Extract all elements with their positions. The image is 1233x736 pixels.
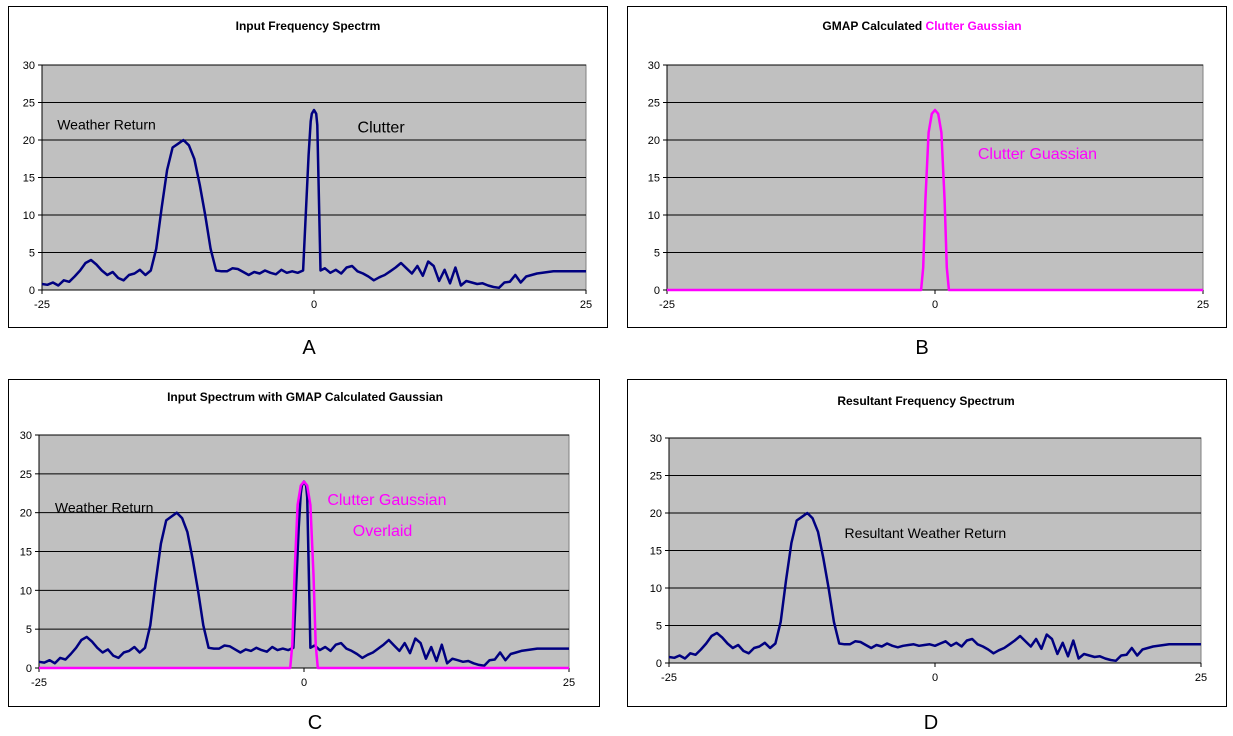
chart-annotation: Weather Return [57, 117, 156, 133]
series-line-resultant [668, 511, 1201, 663]
y-tick-label: 25 [20, 469, 32, 481]
x-tick-label: 25 [1197, 299, 1209, 311]
panel-caption-a: A [302, 337, 316, 359]
y-tick-label: 20 [648, 135, 660, 147]
chart-title-part: Resultant Frequency Spectrum [837, 394, 1014, 408]
y-tick-label: 30 [648, 60, 660, 72]
y-tick-label: 0 [26, 663, 32, 675]
x-tick-label: -25 [661, 672, 677, 684]
x-tick-label: 25 [563, 677, 575, 689]
y-tick-label: 20 [650, 508, 662, 520]
panel-caption-c: C [307, 712, 323, 734]
y-tick-label: 10 [648, 210, 660, 222]
x-tick-label: 0 [932, 672, 938, 684]
chart-title: Input Spectrum with GMAP Calculated Gaus… [167, 390, 443, 404]
y-tick-label: 30 [20, 430, 32, 442]
y-tick-label: 10 [23, 210, 35, 222]
chart-annotation: Weather Return [55, 500, 154, 516]
y-tick-label: 15 [650, 546, 662, 558]
y-tick-label: 0 [656, 658, 662, 670]
x-tick-label: -25 [31, 677, 47, 689]
y-tick-label: 20 [20, 508, 32, 520]
y-tick-label: 25 [650, 471, 662, 483]
y-tick-label: 5 [26, 624, 32, 636]
y-tick-label: 25 [648, 98, 660, 110]
series-line-gaussian [39, 480, 569, 670]
chart-annotation: Clutter Guassian [978, 146, 1097, 163]
x-tick-label: 25 [580, 299, 592, 311]
chart-annotation: Resultant Weather Return [845, 525, 1007, 541]
y-tick-label: 10 [650, 583, 662, 595]
series-line-input [41, 108, 586, 290]
chart-annotation: Clutter [358, 120, 406, 137]
panel-caption-b: B [915, 337, 929, 359]
y-tick-label: 5 [654, 248, 660, 260]
chart-title: Input Frequency Spectrm [236, 19, 381, 33]
x-tick-label: -25 [34, 299, 50, 311]
y-tick-label: 15 [648, 173, 660, 185]
chart-title-part: Clutter Gaussian [926, 19, 1022, 33]
y-tick-label: 5 [29, 248, 35, 260]
chart-annotation: Clutter Gaussian [327, 492, 446, 509]
y-tick-label: 0 [29, 285, 35, 297]
chart-annotation: Overlaid [353, 523, 413, 540]
y-tick-label: 30 [23, 60, 35, 72]
y-tick-label: 10 [20, 585, 32, 597]
chart-title-part: Input Frequency Spectrm [236, 19, 381, 33]
y-tick-label: 15 [20, 547, 32, 559]
panel-caption-d: D [923, 712, 939, 734]
chart-title-part: Input Spectrum with GMAP Calculated Gaus… [167, 390, 443, 404]
y-tick-label: 30 [650, 433, 662, 445]
y-tick-label: 0 [654, 285, 660, 297]
y-tick-label: 5 [656, 621, 662, 633]
y-tick-label: 25 [23, 98, 35, 110]
x-tick-label: 0 [311, 299, 317, 311]
chart-title-part: GMAP Calculated [822, 19, 925, 33]
x-tick-label: 25 [1195, 672, 1207, 684]
series-line-gaussian [667, 108, 1203, 292]
x-tick-label: 0 [301, 677, 307, 689]
chart-title: Resultant Frequency Spectrum [837, 394, 1014, 408]
x-tick-label: -25 [659, 299, 675, 311]
chart-title: GMAP Calculated Clutter Gaussian [822, 19, 1021, 33]
y-tick-label: 15 [23, 173, 35, 185]
x-tick-label: 0 [932, 299, 938, 311]
y-tick-label: 20 [23, 135, 35, 147]
